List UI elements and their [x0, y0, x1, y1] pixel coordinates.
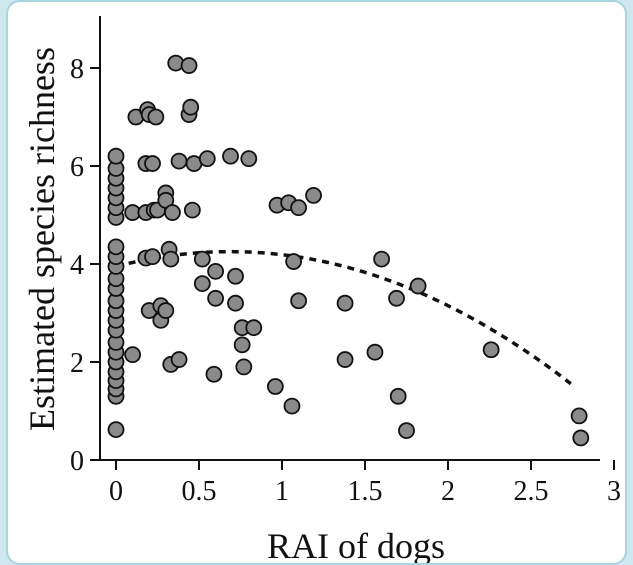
data-point: [366, 343, 384, 361]
data-point: [162, 250, 180, 268]
data-point: [170, 152, 188, 170]
data-point: [235, 358, 253, 376]
data-point: [182, 98, 200, 116]
data-point: [283, 397, 301, 415]
data-point: [147, 108, 165, 126]
data-point: [205, 365, 223, 383]
data-point: [227, 267, 244, 285]
data-point: [193, 250, 211, 268]
data-point: [398, 422, 415, 440]
x-tick-label: 2: [441, 476, 455, 507]
chart-frame: 0 0.5 1 1.5 2 2.5 3 0 2 4 6 8 RAI of dogs Estimate…: [6, 0, 627, 565]
data-point: [222, 147, 239, 165]
fit-curve-layer: [115, 249, 572, 386]
y-tick-label: 0: [70, 446, 84, 477]
data-point: [157, 302, 175, 319]
x-tick-label: 3: [607, 476, 621, 507]
x-tick-label: 2.5: [514, 476, 549, 507]
data-point: [240, 150, 258, 168]
data-point: [233, 336, 251, 354]
data-point: [285, 253, 303, 270]
axes: [99, 16, 600, 461]
data-point: [107, 147, 125, 165]
data-point: [336, 351, 354, 368]
data-point: [144, 155, 161, 172]
data-point: [305, 186, 322, 204]
data-point: [388, 289, 405, 307]
x-tick-label: 1: [275, 476, 289, 507]
data-point: [336, 294, 354, 312]
data-point: [183, 201, 201, 219]
data-point: [290, 292, 308, 310]
data-point: [373, 250, 391, 268]
scatter-chart: 0 0.5 1 1.5 2 2.5 3 0 2 4 6 8 RAI of dogs Estimate…: [22, 16, 621, 565]
data-point: [124, 346, 141, 364]
y-axis-ticks: 0 2 4 6 8: [70, 54, 100, 477]
y-axis-title: Estimated species richness: [22, 47, 62, 431]
data-point: [198, 150, 216, 168]
data-point: [107, 238, 125, 256]
data-point: [409, 277, 427, 295]
data-point: [482, 341, 500, 359]
x-axis-title: RAI of dogs: [267, 526, 445, 565]
x-tick-label: 0: [109, 476, 123, 507]
x-tick-label: 1.5: [348, 476, 383, 507]
data-point: [207, 289, 225, 307]
y-tick-label: 2: [70, 348, 84, 379]
y-tick-label: 8: [70, 54, 84, 85]
y-tick-label: 4: [70, 250, 84, 281]
data-point: [245, 319, 263, 337]
data-point: [570, 407, 588, 425]
data-point: [266, 378, 284, 395]
data-point: [170, 351, 188, 368]
data-point: [207, 262, 225, 280]
data-point: [290, 199, 308, 217]
data-point: [389, 387, 407, 405]
fit-curve: [115, 249, 572, 386]
data-point: [164, 204, 181, 221]
y-tick-label: 6: [70, 152, 84, 183]
data-point: [180, 57, 198, 74]
data-point: [193, 275, 211, 293]
x-axis-ticks: 0 0.5 1 1.5 2 2.5 3: [109, 460, 621, 507]
x-tick-label: 0.5: [182, 476, 217, 507]
data-point: [107, 421, 125, 439]
data-point: [144, 248, 161, 266]
data-points: [107, 54, 590, 447]
data-point: [572, 429, 590, 447]
data-point: [227, 294, 244, 312]
